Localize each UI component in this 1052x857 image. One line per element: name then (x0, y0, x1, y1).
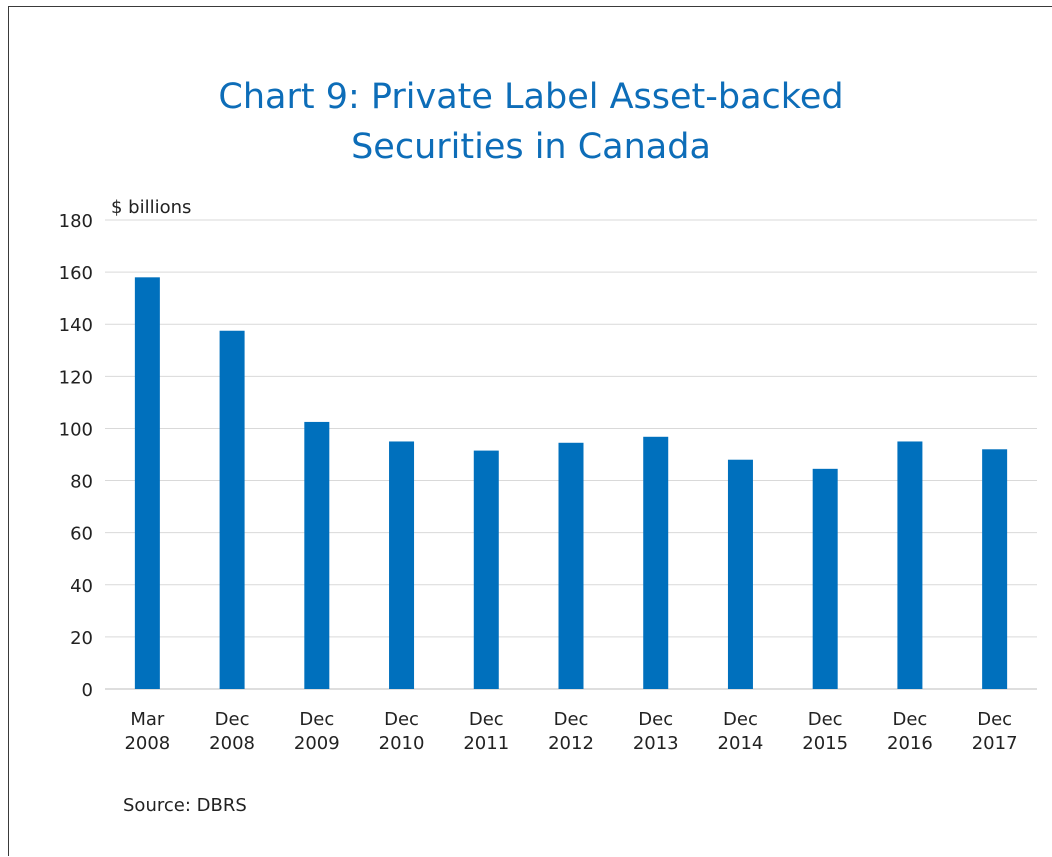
x-tick-label: 2016 (887, 733, 933, 754)
bar (473, 450, 499, 689)
x-tick-label: Dec (299, 709, 334, 730)
bar (982, 449, 1008, 689)
x-tick-label: 2008 (209, 733, 255, 754)
chart-title-line-1: Chart 9: Private Label Asset-backed (218, 77, 844, 117)
y-tick-label: 80 (70, 472, 93, 493)
x-tick-label: Dec (723, 709, 758, 730)
x-tick-label: 2012 (548, 733, 594, 754)
x-tick-label: Mar (130, 709, 165, 730)
x-tick-label: 2011 (463, 733, 509, 754)
x-tick-label: Dec (638, 709, 673, 730)
x-tick-label: 2010 (379, 733, 425, 754)
bar (727, 459, 753, 689)
x-tick-label: Dec (469, 709, 504, 730)
y-tick-label: 60 (70, 524, 93, 545)
bars (134, 277, 1008, 689)
y-tick-label: 20 (70, 628, 93, 649)
x-tick-label: 2014 (718, 733, 764, 754)
y-tick-label: 160 (59, 263, 93, 284)
x-tick-label: 2008 (124, 733, 170, 754)
y-tick-label: 180 (59, 211, 93, 232)
y-tick-label: 120 (59, 367, 93, 388)
bar-chart: 0 20 40 60 80 100 120 140 160 180 Mar 2008 Dec 2008 D… (59, 197, 1037, 754)
x-tick-label: Dec (554, 709, 589, 730)
x-tick-label: Dec (384, 709, 419, 730)
x-tick-label: 2013 (633, 733, 679, 754)
y-tick-label: 100 (59, 419, 93, 440)
source-note: Source: DBRS (123, 795, 247, 816)
x-tick-label: Dec (977, 709, 1012, 730)
chart-title-line-2: Securities in Canada (351, 127, 711, 167)
bar (643, 436, 669, 689)
x-tick-label: 2015 (802, 733, 848, 754)
bar (389, 441, 415, 689)
chart-title: Chart 9: Private Label Asset-backed Secu… (9, 72, 1052, 172)
y-axis-label: $ billions (111, 197, 191, 218)
bar (897, 441, 923, 689)
y-axis-ticks: 0 20 40 60 80 100 120 140 160 180 (59, 211, 93, 701)
x-tick-label: 2017 (972, 733, 1018, 754)
x-tick-label: Dec (892, 709, 927, 730)
x-tick-label: Dec (215, 709, 250, 730)
bar (134, 277, 160, 689)
bar (812, 468, 838, 689)
bar (304, 421, 330, 689)
y-tick-label: 0 (82, 680, 93, 701)
y-tick-label: 40 (70, 576, 93, 597)
bar (219, 330, 245, 689)
x-tick-label: 2009 (294, 733, 340, 754)
x-tick-label: Dec (808, 709, 843, 730)
x-axis-ticks: Mar 2008 Dec 2008 Dec 2009 Dec 2010 Dec 2011 Dec 20… (124, 709, 1017, 754)
bar (558, 442, 584, 689)
chart-frame: Chart 9: Private Label Asset-backed Secu… (8, 6, 1052, 856)
y-tick-label: 140 (59, 315, 93, 336)
